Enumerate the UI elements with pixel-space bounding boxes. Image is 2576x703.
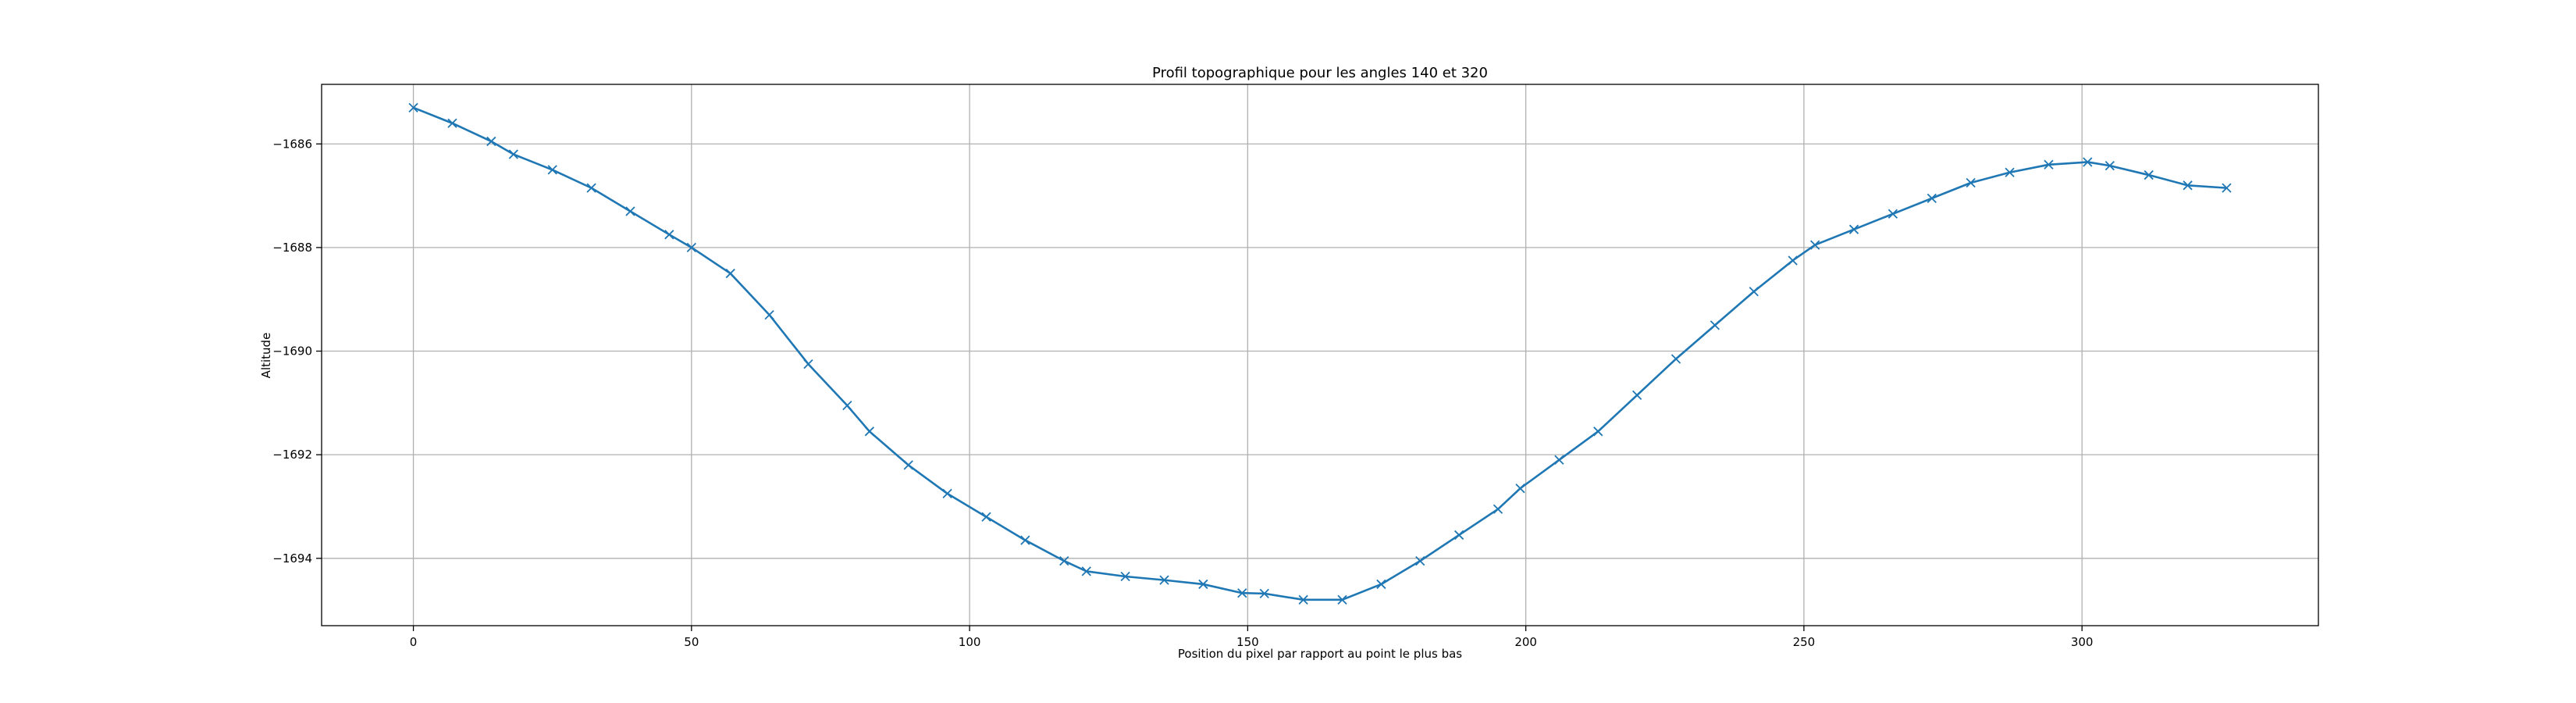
- plot-area-frame: [321, 84, 2319, 626]
- data-point-marker: [1453, 530, 1464, 541]
- data-point-marker: [586, 183, 596, 193]
- data-point-marker: [686, 242, 696, 253]
- data-point-marker: [1888, 209, 1898, 219]
- y-tick-label: −1686: [272, 137, 312, 151]
- data-point-marker: [1259, 588, 1269, 599]
- data-point-marker: [1515, 484, 1525, 494]
- data-point-marker: [1020, 535, 1030, 545]
- data-point-marker: [1298, 594, 1308, 605]
- data-point-marker: [1670, 354, 1681, 364]
- data-point-marker: [1337, 594, 1347, 605]
- data-point-marker: [1081, 566, 1091, 576]
- data-point-marker: [1159, 575, 1169, 585]
- x-axis: 0 50 100 150 200 250 300: [410, 626, 2094, 649]
- data-point-marker: [1376, 579, 1386, 590]
- data-point-marker: [447, 118, 457, 128]
- data-point-marker: [864, 426, 874, 437]
- data-point-marker: [508, 149, 518, 159]
- data-point-marker: [1415, 555, 1425, 566]
- data-point-marker: [803, 359, 813, 369]
- data-point-marker: [664, 230, 674, 240]
- data-point-marker: [1749, 287, 1759, 297]
- data-point-marker: [2005, 167, 2015, 177]
- x-tick-label: 250: [1793, 635, 1816, 649]
- data-point-marker: [1554, 455, 1564, 465]
- y-tick-label: −1688: [272, 241, 312, 255]
- x-tick-label: 300: [2071, 635, 2094, 649]
- data-point-marker: [2044, 159, 2054, 170]
- data-point-marker: [1593, 426, 1603, 437]
- data-point-marker: [1810, 240, 1820, 250]
- data-point-marker: [1237, 588, 1247, 598]
- data-point-marker: [2222, 183, 2232, 193]
- x-axis-label: Position du pixel par rapport au point l…: [1178, 647, 1462, 661]
- data-point-marker: [2083, 157, 2093, 167]
- y-axis: −1686 −1688 −1690 −1692 −1694: [272, 137, 322, 566]
- y-tick-label: −1692: [272, 448, 312, 462]
- x-tick-label: 150: [1236, 635, 1259, 649]
- data-point-marker: [486, 136, 496, 147]
- series-markers: [408, 102, 2232, 605]
- x-tick-label: 0: [410, 635, 418, 649]
- data-point-marker: [625, 206, 635, 216]
- data-point-marker: [1788, 255, 1798, 266]
- data-point-marker: [1632, 390, 1642, 401]
- data-point-marker: [1710, 320, 1720, 330]
- x-tick-label: 200: [1514, 635, 1537, 649]
- data-point-marker: [903, 460, 913, 470]
- data-point-marker: [725, 268, 735, 279]
- data-point-marker: [2144, 170, 2154, 180]
- y-axis-label: Altitude: [259, 333, 273, 379]
- data-point-marker: [842, 401, 852, 411]
- data-point-marker: [2183, 180, 2193, 191]
- data-point-marker: [1120, 571, 1130, 582]
- data-point-marker: [1493, 504, 1503, 514]
- y-tick-label: −1690: [272, 344, 312, 359]
- x-tick-label: 50: [684, 635, 699, 649]
- data-point-marker: [1927, 193, 1937, 204]
- data-point-marker: [547, 165, 557, 175]
- data-point-marker: [2105, 160, 2115, 171]
- data-point-marker: [942, 488, 952, 499]
- chart-title: Profil topographique pour les angles 140…: [1152, 65, 1488, 81]
- data-point-marker: [1059, 555, 1069, 566]
- x-tick-label: 100: [959, 635, 981, 649]
- data-point-marker: [1198, 579, 1208, 590]
- y-tick-label: −1694: [272, 551, 312, 566]
- data-point-marker: [1966, 177, 1976, 188]
- data-point-marker: [764, 309, 774, 320]
- data-point-marker: [1848, 224, 1859, 234]
- data-point-marker: [408, 102, 418, 112]
- data-point-marker: [981, 512, 991, 522]
- grid: [322, 84, 2318, 626]
